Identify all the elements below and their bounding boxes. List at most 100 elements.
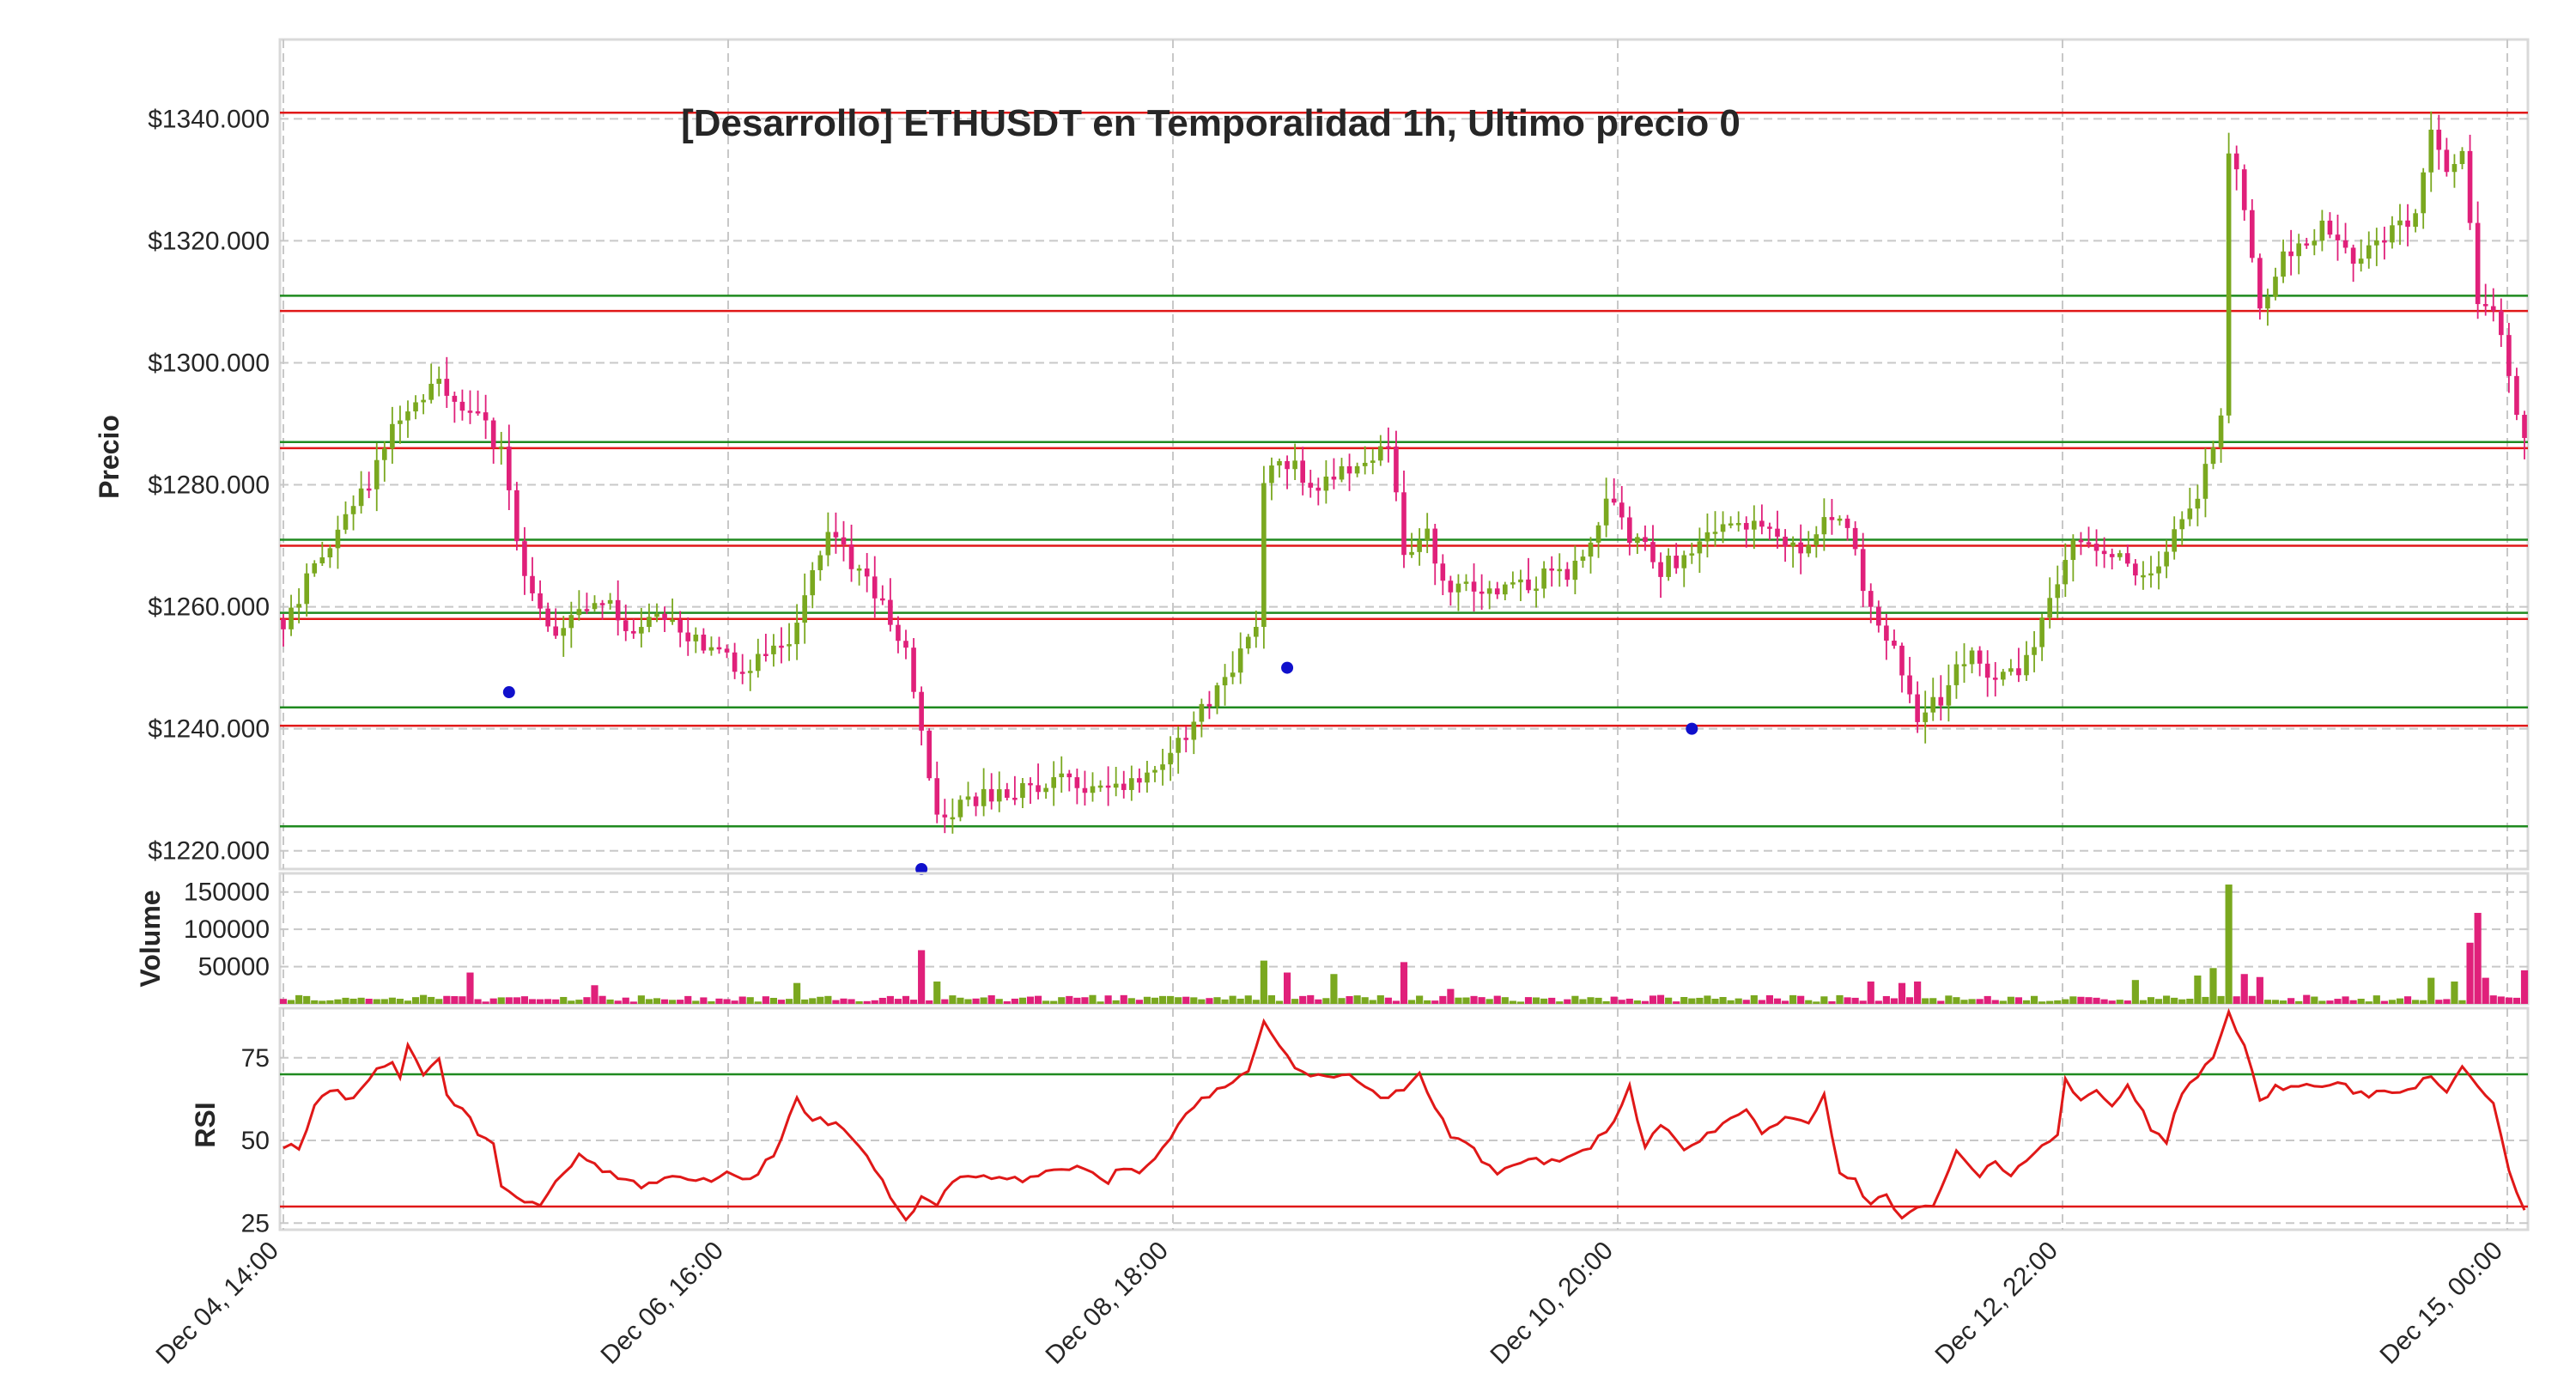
volume-bar	[1158, 995, 1167, 1004]
volume-bar	[1330, 974, 1338, 1004]
volume-bar	[1548, 997, 1556, 1004]
volume-bar	[1999, 1000, 2007, 1004]
volume-bar	[1633, 1000, 1641, 1004]
candle-up	[2319, 220, 2325, 241]
candle-up	[1735, 523, 1741, 526]
candle-down	[1627, 517, 1632, 544]
candle-up	[2459, 150, 2465, 165]
volume-bar	[1758, 1000, 1765, 1004]
candle-up	[1752, 520, 1757, 530]
candle-down	[2257, 258, 2263, 309]
volume-bar	[1696, 997, 1704, 1004]
candle-up	[2008, 668, 2014, 672]
volume-bar	[1968, 999, 1976, 1004]
volume-bar	[1120, 994, 1127, 1004]
volume-bar	[428, 996, 435, 1004]
candle-down	[2125, 553, 2130, 564]
volume-bar	[560, 996, 568, 1004]
volume-bar	[1976, 999, 1984, 1004]
candle-down	[2304, 243, 2310, 246]
volume-bar	[2287, 998, 2295, 1004]
volume-bar	[1711, 998, 1719, 1004]
candle-down	[1549, 568, 1554, 571]
candle-down	[763, 654, 769, 656]
volume-bar	[606, 999, 614, 1004]
volume-bar	[1307, 994, 1315, 1004]
candle-down	[615, 599, 621, 621]
candle-down	[872, 576, 878, 599]
volume-bar	[1579, 999, 1587, 1004]
candle-down	[530, 575, 535, 593]
volume-bar	[886, 995, 894, 1004]
volume-bar	[1493, 995, 1501, 1004]
volume-bar	[754, 1001, 762, 1004]
volume-bar	[2131, 980, 2139, 1004]
candle-down	[538, 593, 543, 609]
volume-bar	[2512, 997, 2521, 1004]
candle-up	[654, 613, 659, 617]
candle-down	[2133, 563, 2138, 576]
volume-bar	[1890, 998, 1899, 1004]
candle-down	[701, 635, 707, 651]
volume-bar	[2342, 996, 2349, 1004]
candle-up	[1681, 555, 1687, 568]
volume-bar	[2217, 995, 2225, 1004]
volume-bar	[583, 997, 591, 1004]
candle-up	[1503, 584, 1508, 595]
volume-bar	[568, 1000, 575, 1004]
candle-down	[779, 645, 784, 648]
candle-up	[1635, 537, 1640, 544]
candle-up	[1199, 703, 1205, 722]
local-min-marker	[1281, 661, 1294, 674]
candle-up	[1043, 787, 1048, 793]
volume-bar	[420, 994, 428, 1004]
volume-bar	[451, 995, 459, 1004]
volume-bar	[614, 1000, 622, 1004]
candle-down	[2475, 222, 2481, 305]
candle-up	[1417, 540, 1422, 552]
candle-up	[561, 628, 567, 636]
volume-bar	[1680, 996, 1688, 1004]
candle-down	[1432, 528, 1438, 564]
candle-up	[1923, 712, 1928, 722]
candle-down	[988, 788, 994, 802]
volume-bar	[1922, 998, 1929, 1004]
volume-bar	[1485, 999, 1493, 1004]
volume-bar	[1424, 1000, 1431, 1004]
volume-bar	[349, 998, 357, 1004]
volume-bar	[700, 997, 708, 1004]
candle-down	[1743, 523, 1749, 530]
candle-down	[2405, 220, 2410, 228]
volume-bar	[1143, 996, 1151, 1004]
candle-up	[2039, 617, 2044, 647]
volume-bar	[1260, 960, 1267, 1004]
candle-up	[2063, 560, 2069, 585]
volume-bar	[855, 1001, 863, 1004]
candle-up	[319, 557, 325, 563]
volume-bar	[1097, 1001, 1104, 1004]
volume-bar	[878, 997, 886, 1004]
volume-bar	[2085, 997, 2093, 1004]
candle-down	[1899, 645, 1905, 676]
candle-down	[522, 541, 527, 576]
candle-down	[1082, 787, 1088, 793]
candle-down	[927, 730, 932, 779]
candle-down	[732, 652, 738, 672]
candle-up	[817, 555, 823, 570]
volume-bar	[1167, 995, 1175, 1004]
candle-up	[1168, 752, 1173, 765]
candle-down	[490, 420, 496, 448]
candle-down	[1066, 773, 1072, 778]
volume-bar	[2466, 942, 2474, 1004]
candle-down	[631, 630, 636, 634]
candle-down	[2506, 335, 2512, 376]
volume-bar	[2194, 975, 2202, 1004]
volume-bar	[1874, 1000, 1882, 1004]
volume-bar	[334, 999, 342, 1004]
volume-bar	[1455, 997, 1462, 1004]
volume-bar	[2022, 1000, 2031, 1004]
volume-bar	[1299, 995, 1307, 1004]
candle-down	[1907, 675, 1912, 695]
volume-bar	[1026, 996, 1035, 1004]
